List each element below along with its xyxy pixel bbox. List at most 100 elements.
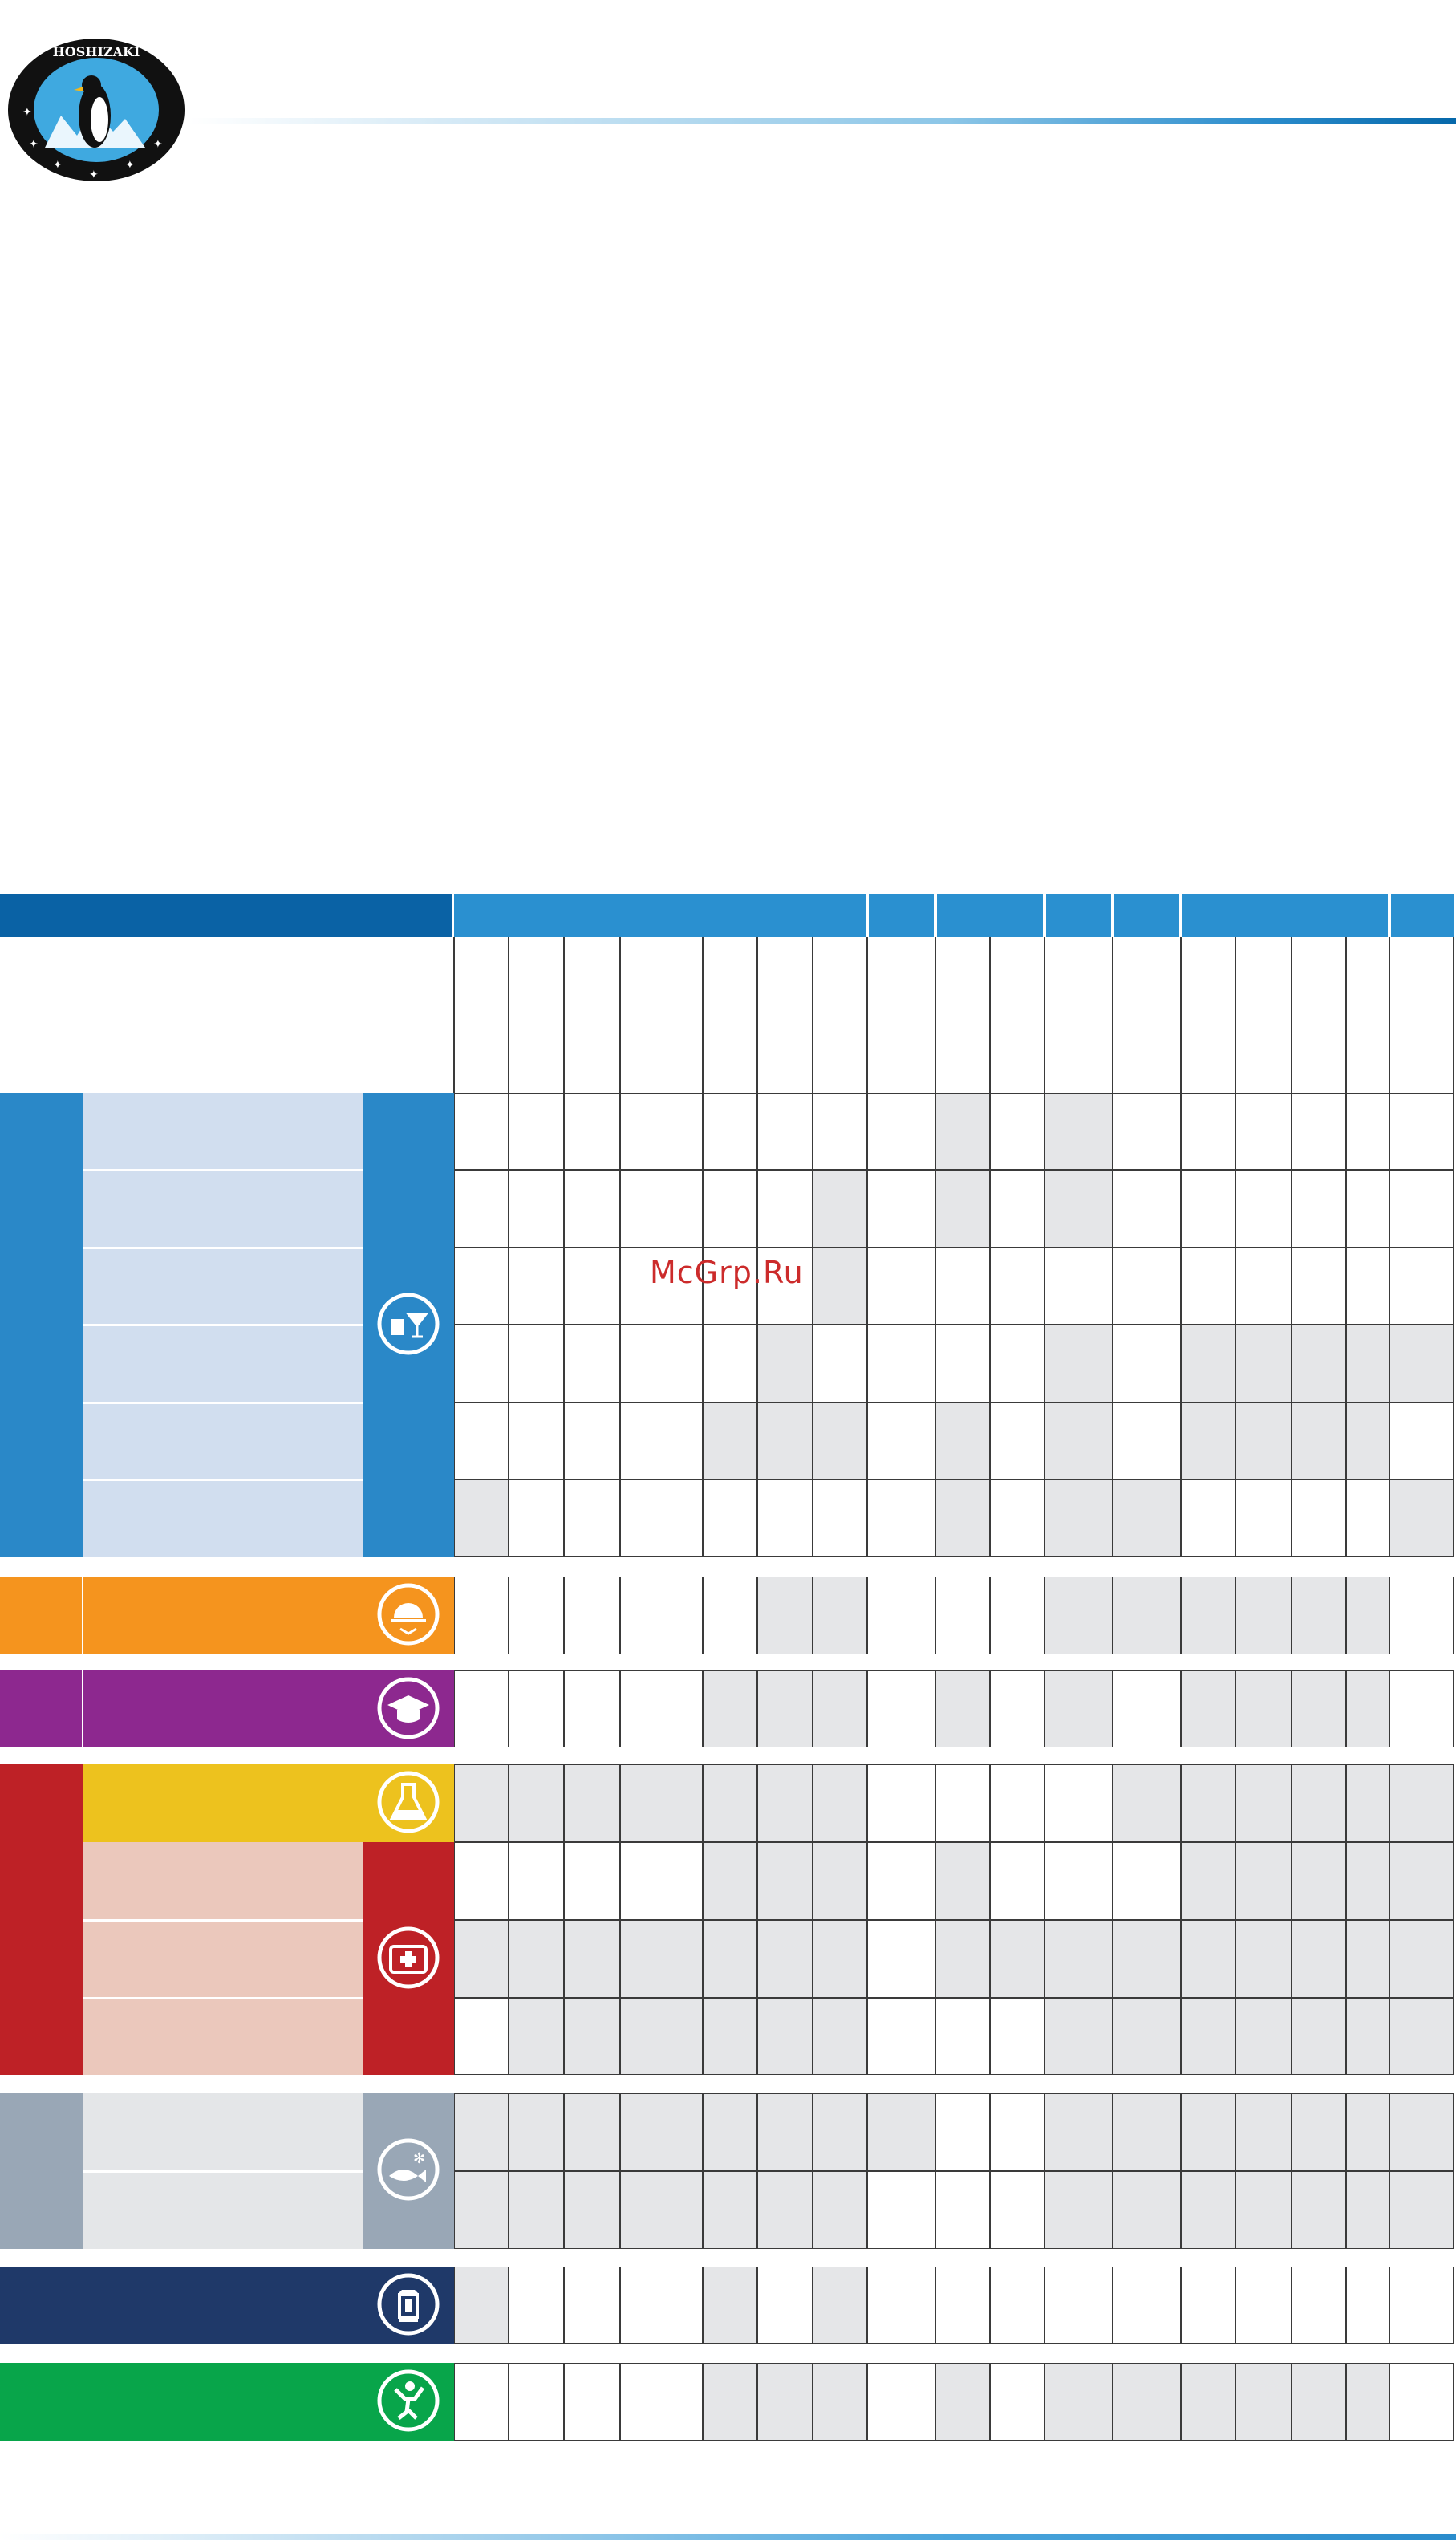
matrix-cell [454,2171,509,2249]
matrix-cell [564,1998,620,2075]
label-block-laboratory [83,1764,363,1842]
cocktail-icon [376,1292,440,1356]
matrix-cell [1113,1170,1181,1248]
matrix-cell [1044,1402,1113,1480]
matrix-cell [935,1842,990,1920]
matrix-cell [1346,1670,1389,1747]
matrix-cell [454,1998,509,2075]
matrix-cell [1113,1670,1181,1747]
matrix-cell [757,1670,813,1747]
matrix-cell [757,2363,813,2441]
matrix-cell [990,1480,1044,1557]
matrix-cell [935,1248,990,1325]
matrix-cell [1181,1480,1235,1557]
matrix-cell [813,1920,867,1998]
label-block-marine [83,2267,363,2344]
matrix-cell [813,1842,867,1920]
matrix-cell [1346,2267,1389,2344]
matrix-cell [867,1248,935,1325]
header-col-divider [935,937,936,1093]
matrix-cell [509,1670,564,1747]
matrix-cell [454,1920,509,1998]
matrix-cell [703,1670,757,1747]
matrix-cell [1235,1248,1292,1325]
svg-text:✦: ✦ [125,159,135,172]
matrix-cell [1181,1325,1235,1402]
matrix-cell [935,2363,990,2441]
matrix-cell [813,1577,867,1654]
matrix-cell [1044,1170,1113,1248]
matrix-cell [867,2363,935,2441]
matrix-cell [454,1764,509,1842]
matrix-cell [454,1480,509,1557]
matrix-cell [1181,2267,1235,2344]
header-col-divider [812,937,813,1093]
matrix-cell [509,2093,564,2171]
matrix-cell [935,2093,990,2171]
header-band-group-4 [1046,894,1111,937]
svg-text:✻: ✻ [413,2150,425,2167]
matrix-cell [703,2363,757,2441]
matrix-cell [703,1325,757,1402]
matrix-cell [757,1998,813,2075]
matrix-cell [1235,2171,1292,2249]
matrix-cell [1346,1402,1389,1480]
fish-ice-icon: ✻ [376,2137,440,2202]
header-band-group-5 [1114,894,1179,937]
matrix-cell [1292,1670,1346,1747]
matrix-cell [1181,2363,1235,2441]
header-col-divider [1345,937,1347,1093]
matrix-cell [703,1577,757,1654]
matrix-cell [1346,1920,1389,1998]
matrix-cell [1113,2363,1181,2441]
matrix-cell [454,1093,509,1170]
matrix-cell [1044,2171,1113,2249]
matrix-cell [1389,1842,1454,1920]
section-band-fish [0,2093,83,2249]
matrix-cell [509,1480,564,1557]
matrix-cell [509,2363,564,2441]
header-col-divider [702,937,704,1093]
label-divider-v [82,1577,83,1654]
matrix-cell [1044,1093,1113,1170]
matrix-cell [867,2093,935,2171]
matrix-cell [1044,1577,1113,1654]
matrix-cell [1292,2267,1346,2344]
matrix-cell [1292,2363,1346,2441]
matrix-cell [620,2267,703,2344]
matrix-cell [1389,1093,1454,1170]
matrix-cell [1389,1480,1454,1557]
matrix-cell [990,1248,1044,1325]
matrix-cell [813,1480,867,1557]
matrix-cell [620,1998,703,2075]
matrix-cell [813,2093,867,2171]
matrix-cell [454,1325,509,1402]
svg-text:✦: ✦ [153,138,163,151]
matrix-cell [564,1764,620,1842]
matrix-cell [867,1920,935,1998]
matrix-cell [703,1842,757,1920]
matrix-cell [990,2093,1044,2171]
matrix-cell [935,1920,990,1998]
matrix-cell [757,1170,813,1248]
matrix-cell [454,1170,509,1248]
section-band-health [0,1764,83,2075]
matrix-cell [1346,1325,1389,1402]
matrix-cell [1292,1170,1346,1248]
matrix-cell [1292,2093,1346,2171]
matrix-cell [935,1998,990,2075]
matrix-cell [1389,1764,1454,1842]
matrix-cell [1235,1842,1292,1920]
matrix-cell [1235,1402,1292,1480]
label-divider [83,1479,363,1481]
svg-text:✦: ✦ [29,138,39,151]
matrix-cell [1181,1670,1235,1747]
matrix-cell [1292,2171,1346,2249]
matrix-cell [620,1670,703,1747]
person-cheer-icon [376,2368,440,2433]
matrix-cell [703,1093,757,1170]
header-col-divider [1044,937,1045,1093]
matrix-cell [1113,1842,1181,1920]
matrix-cell [564,2363,620,2441]
matrix-cell [813,1248,867,1325]
